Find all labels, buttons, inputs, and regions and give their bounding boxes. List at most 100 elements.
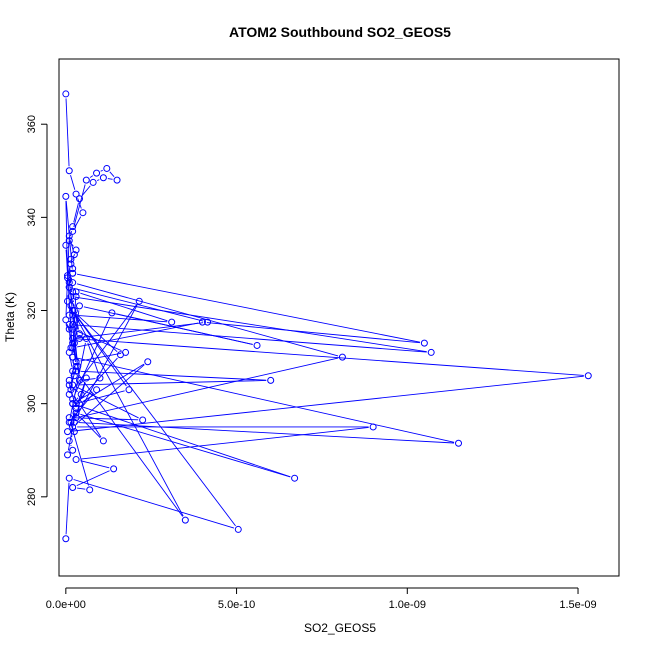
series-segment — [83, 363, 145, 402]
data-point — [82, 374, 90, 382]
data-point — [99, 437, 107, 445]
data-point — [69, 353, 77, 361]
series-segment — [73, 202, 79, 223]
data-point — [65, 167, 73, 175]
data-point — [99, 174, 107, 182]
data-point — [69, 307, 77, 315]
data-point — [67, 293, 75, 301]
data-point — [72, 409, 80, 417]
data-point — [72, 404, 80, 412]
series-segment — [80, 460, 110, 469]
data-point — [65, 237, 73, 245]
y-tick-label: 340 — [26, 208, 38, 226]
data-point — [65, 311, 73, 319]
series-segment — [97, 179, 100, 181]
series-segment — [76, 273, 421, 343]
data-point — [72, 456, 80, 464]
series-segment — [89, 175, 94, 178]
data-point — [69, 484, 77, 492]
data-point — [69, 367, 77, 375]
data-point — [65, 325, 73, 333]
data-point — [69, 325, 77, 333]
data-point — [65, 232, 73, 240]
data-point — [181, 516, 189, 524]
data-point — [267, 376, 275, 384]
series-segment — [71, 375, 584, 432]
series-segment — [80, 413, 291, 478]
data-point — [204, 318, 212, 326]
data-point — [93, 386, 101, 394]
series-segment — [77, 338, 584, 376]
data-point — [62, 241, 70, 249]
data-point — [70, 251, 78, 259]
x-tick-label: 0.0e+00 — [46, 599, 86, 611]
series-segment — [77, 322, 204, 339]
series-segment — [73, 287, 204, 322]
data-point — [77, 390, 85, 398]
series-segment — [75, 313, 236, 527]
series-segment — [75, 382, 86, 419]
data-point — [455, 439, 463, 447]
data-point — [65, 390, 73, 398]
data-point — [72, 414, 80, 422]
data-point — [70, 428, 78, 436]
series-segment — [65, 98, 70, 167]
series-segment — [70, 240, 74, 251]
data-point — [70, 418, 78, 426]
data-point — [82, 176, 90, 184]
series-segment — [75, 397, 79, 401]
data-point — [69, 288, 77, 296]
data-point — [69, 334, 77, 342]
series-segment — [80, 292, 168, 322]
series-segment — [76, 357, 455, 443]
series-segment — [83, 378, 96, 381]
data-point — [69, 227, 77, 235]
series-segment — [74, 314, 184, 517]
data-point — [198, 318, 206, 326]
data-point — [69, 446, 77, 454]
data-point — [69, 311, 77, 319]
data-point — [69, 395, 77, 403]
plot-frame — [58, 58, 620, 577]
data-point — [62, 316, 70, 324]
data-point — [65, 279, 73, 287]
series-segment — [74, 313, 127, 387]
x-axis-label: SO2_GEOS5 — [304, 621, 376, 635]
data-point — [69, 223, 77, 231]
x-tick-label: 1.0e-09 — [389, 599, 426, 611]
data-point — [291, 474, 299, 482]
series-segment — [77, 315, 168, 323]
data-point — [64, 428, 72, 436]
data-point — [234, 525, 242, 533]
series-segment — [69, 342, 86, 418]
series-segment — [73, 417, 139, 421]
data-point — [108, 309, 116, 317]
data-point — [93, 169, 101, 177]
y-tick-label: 300 — [26, 394, 38, 412]
series-segment — [70, 174, 76, 190]
series-segment — [80, 426, 369, 460]
series-segment — [76, 330, 122, 352]
data-point — [64, 297, 72, 305]
data-point — [65, 418, 73, 426]
series-segment — [71, 244, 74, 247]
series-segment — [65, 240, 70, 316]
data-point — [86, 486, 94, 494]
data-point — [420, 339, 428, 347]
data-point — [72, 400, 80, 408]
data-point — [65, 283, 73, 291]
data-point — [89, 178, 97, 186]
data-point — [70, 372, 78, 380]
data-point — [75, 302, 83, 310]
series-segment — [77, 198, 82, 209]
series-segment — [100, 169, 103, 172]
data-point — [125, 386, 133, 394]
data-point — [69, 265, 77, 273]
data-point — [72, 358, 80, 366]
data-point — [75, 330, 83, 338]
data-point — [69, 320, 77, 328]
data-point — [69, 344, 77, 352]
data-point — [369, 423, 377, 431]
data-point — [72, 246, 80, 254]
